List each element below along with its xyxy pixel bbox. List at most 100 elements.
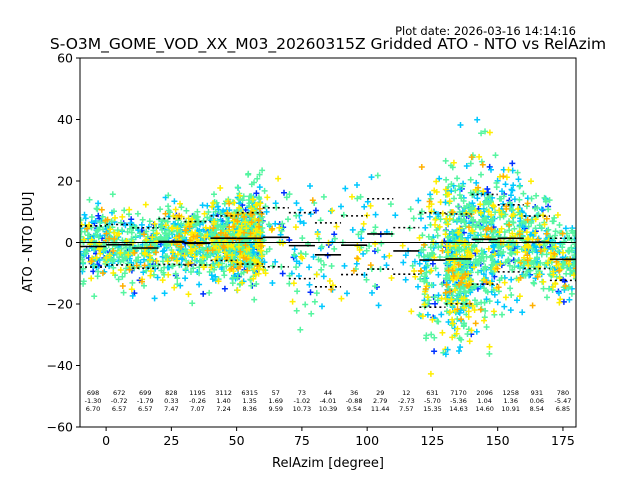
x-tick-label: 0: [102, 433, 110, 448]
bin-mean-1: -0.72: [111, 397, 128, 405]
bin-count-8: 73: [298, 389, 306, 397]
scatter-markers-bin-8: [289, 224, 306, 305]
scatter-markers-bin-17: [524, 200, 550, 309]
y-axis-ticks: −60 −40 −20 0 20 40 60: [47, 51, 80, 435]
bin-mean-9: -4.01: [320, 397, 337, 405]
bin-count-9: 44: [324, 389, 332, 397]
y-tick-label: −60: [47, 420, 73, 435]
scatter-markers-bin-9: [313, 193, 338, 297]
bin-count-5: 3112: [215, 389, 232, 397]
scatter-markers-bin-0: [83, 206, 109, 277]
scatter-markers-bin-10: [350, 255, 361, 274]
bin-std-14: 14.63: [449, 405, 468, 413]
y-tick-label: 0: [65, 235, 73, 250]
bin-mean-10: -0.88: [346, 397, 363, 405]
bin-count-0: 698: [87, 389, 99, 397]
bin-std-3: 7.47: [164, 405, 178, 413]
scatter-markers-bin-17: [521, 178, 552, 285]
bin-count-14: 7170: [450, 389, 467, 397]
bin-count-18: 780: [557, 389, 569, 397]
bin-mean-18: -5.47: [555, 397, 572, 405]
x-tick-label: 150: [486, 433, 510, 448]
bin-mean-17: 0.06: [530, 397, 544, 405]
bin-mean-14: -5.36: [450, 397, 467, 405]
scatter-markers-bin-8: [286, 191, 318, 333]
y-axis-label: ATO - NTO [DU]: [21, 192, 36, 293]
bin-statistics-labels: 698-1.306.70672-0.726.57699-1.796.578280…: [85, 389, 572, 413]
scatter-markers-bin-4: [182, 223, 211, 268]
y-tick-label: 60: [57, 51, 73, 66]
bin-std-5: 7.24: [216, 405, 230, 413]
bin-mean-0: -1.30: [85, 397, 102, 405]
bin-std-4: 7.07: [190, 405, 204, 413]
bin-std-10: 9.54: [347, 405, 361, 413]
scatter-markers-bin-10: [341, 182, 368, 297]
scatter-markers-bin-6: [234, 205, 265, 274]
bin-std-2: 6.57: [138, 405, 152, 413]
bin-std-16: 10.91: [501, 405, 520, 413]
bin-count-7: 57: [272, 389, 280, 397]
y-tick-label: −40: [47, 358, 73, 373]
bin-count-11: 29: [376, 389, 384, 397]
x-axis-label: RelAzim [degree]: [272, 456, 384, 471]
scatter-markers-bin-13: [417, 164, 446, 292]
chart-title: S-O3M_GOME_VOD_XX_M03_20260315Z Gridded …: [50, 35, 606, 54]
bin-mean-4: -0.26: [189, 397, 206, 405]
bin-mean-7: 1.69: [269, 397, 283, 405]
y-tick-label: 40: [57, 112, 73, 127]
scatter-markers-bin-15: [469, 129, 500, 350]
bin-std-13: 15.35: [423, 405, 442, 413]
x-tick-label: 75: [294, 433, 310, 448]
bin-count-10: 36: [350, 389, 358, 397]
bin-std-12: 7.57: [399, 405, 413, 413]
scatter-markers-bin-14: [442, 209, 475, 323]
scatter-markers-bin-3: [162, 210, 185, 261]
scatter-markers-bin-11: [366, 172, 395, 290]
scatter-markers-bin-7: [269, 225, 276, 232]
bin-mean-11: 2.79: [373, 397, 387, 405]
x-tick-label: 50: [229, 433, 245, 448]
x-tick-label: 125: [420, 433, 444, 448]
bin-std-18: 6.85: [556, 405, 570, 413]
bin-mean-16: 1.36: [503, 397, 517, 405]
bin-count-1: 672: [113, 389, 125, 397]
scatter-markers-bin-2: [131, 231, 159, 285]
x-tick-label: 100: [355, 433, 379, 448]
bin-std-1: 6.57: [112, 405, 126, 413]
bin-mean-3: 0.33: [164, 397, 178, 405]
bin-count-2: 699: [139, 389, 151, 397]
scatter-markers-bin-1: [103, 216, 133, 289]
x-tick-label: 175: [551, 433, 575, 448]
scatter-markers-bin-15: [468, 128, 500, 357]
scatter-markers-bin-8: [309, 197, 316, 204]
plot-date: Plot date: 2026-03-16 14:14:16: [395, 24, 576, 38]
bin-count-12: 12: [402, 389, 410, 397]
bin-std-17: 8.54: [530, 405, 544, 413]
bin-std-9: 10.39: [319, 405, 338, 413]
bin-mean-13: -5.70: [424, 397, 441, 405]
bin-std-8: 10.73: [293, 405, 312, 413]
bin-count-13: 631: [426, 389, 438, 397]
bin-statistics-lines: [80, 193, 576, 309]
bin-mean-6: 1.35: [242, 397, 256, 405]
bin-mean-5: 1.40: [216, 397, 230, 405]
x-tick-label: 25: [163, 433, 179, 448]
y-tick-label: −20: [47, 297, 73, 312]
bin-mean-8: -1.02: [293, 397, 310, 405]
scatter-markers-bin-8: [286, 237, 314, 296]
scatter-markers-bin-15: [468, 154, 501, 327]
scatter-markers-bin-11: [367, 262, 374, 269]
bin-count-17: 931: [531, 389, 543, 397]
scatter-markers-bin-11: [364, 174, 390, 309]
bin-std-11: 11.44: [371, 405, 390, 413]
bin-count-3: 828: [165, 389, 177, 397]
scatter-markers-bin-12: [399, 242, 419, 315]
bin-std-0: 6.70: [86, 405, 100, 413]
bin-mean-12: -2.73: [398, 397, 415, 405]
bin-count-4: 1195: [189, 389, 206, 397]
bin-mean-2: -1.79: [137, 397, 154, 405]
scatter-markers-bin-11: [367, 202, 395, 281]
bin-std-15: 14.60: [475, 405, 494, 413]
scatter-markers-bin-8: [288, 183, 317, 288]
